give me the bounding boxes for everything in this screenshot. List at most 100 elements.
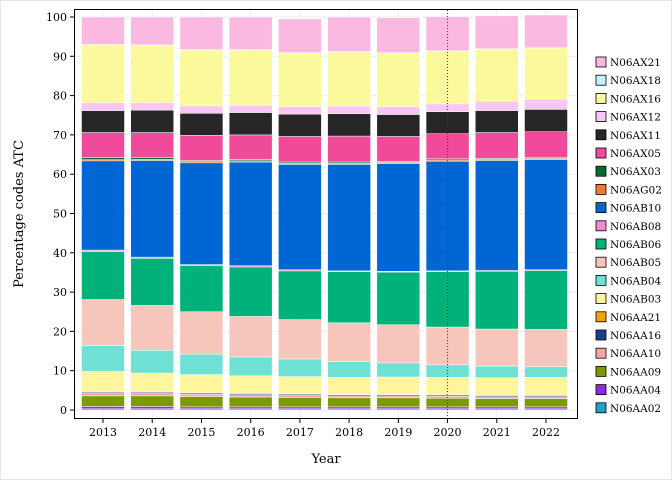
bar-segment-n06ax16-2021 xyxy=(475,48,519,102)
bar-segment-n06aa04-2014 xyxy=(130,406,174,410)
legend-swatch-n06aa21 xyxy=(595,311,607,323)
legend-swatch-n06aa09 xyxy=(595,365,607,377)
bar-segment-n06ax21-2019 xyxy=(376,17,421,54)
y-tick-label: 80 xyxy=(53,90,67,103)
bar-segment-n06ax16-2015 xyxy=(179,49,224,107)
bar-segment-n06ab06-2022 xyxy=(524,270,568,330)
bar-segment-n06aa09-2021 xyxy=(475,398,519,408)
bar-segment-n06ab04-2014 xyxy=(130,350,174,374)
bar-segment-n06ax11-2015 xyxy=(179,113,224,136)
y-tick-label: 90 xyxy=(53,50,67,63)
bar-segment-n06ab03-2022 xyxy=(524,377,568,396)
bar-segment-n06aa09-2020 xyxy=(425,397,470,408)
bar-segment-n06ax11-2017 xyxy=(278,113,322,137)
bar-segment-n06aa04-2015 xyxy=(179,406,224,410)
bar-segment-n06aa04-2022 xyxy=(524,406,568,410)
legend-label-n06ag02: N06AG02 xyxy=(610,184,662,196)
legend-swatch-n06ax16 xyxy=(595,93,607,104)
bar-segment-n06aa10-2017 xyxy=(278,395,322,398)
bar-segment-n06ab06-2018 xyxy=(327,271,371,324)
bar-segment-n06ax12-2014 xyxy=(130,102,174,111)
bar-segment-n06ab10-2016 xyxy=(228,161,273,267)
y-tick-label: 40 xyxy=(53,247,67,260)
bar-segment-n06aa09-2017 xyxy=(278,397,322,408)
bar-segment-n06ab05-2013 xyxy=(81,299,125,346)
bar-segment-n06ax05-2013 xyxy=(81,132,125,158)
bar-segment-n06ax11-2022 xyxy=(524,109,568,133)
legend-label-n06ax12: N06AX12 xyxy=(610,112,661,124)
bar-segment-n06aa04-2021 xyxy=(475,406,519,410)
legend-label-n06aa04: N06AA04 xyxy=(610,385,661,397)
legend-swatch-n06ax11 xyxy=(595,129,607,141)
legend-label-n06aa09: N06AA09 xyxy=(610,366,661,378)
bar-segment-n06ax21-2020 xyxy=(425,16,470,52)
bar-segment-n06ab10-2019 xyxy=(376,163,421,272)
legend-swatch-n06ab03 xyxy=(595,293,607,305)
bar-segment-n06aa09-2019 xyxy=(376,397,421,408)
bar-segment-n06ax16-2016 xyxy=(228,49,273,106)
bar-segment-n06ax11-2018 xyxy=(327,113,371,137)
bar-segment-n06ab04-2021 xyxy=(475,365,519,379)
bar-segment-n06ab10-2022 xyxy=(524,159,568,270)
bar-segment-n06ax12-2020 xyxy=(425,103,470,112)
bar-segment-n06ab03-2016 xyxy=(228,375,273,394)
bar-segment-n06aa09-2016 xyxy=(228,396,273,408)
legend-label-n06ax05: N06AX05 xyxy=(610,148,661,160)
y-tick-label: 30 xyxy=(53,286,67,299)
bar-segment-n06aa09-2018 xyxy=(327,397,371,408)
bar-segment-n06ab10-2017 xyxy=(278,164,322,270)
bar-segment-n06ab05-2020 xyxy=(425,326,470,366)
legend-swatch-n06ax21 xyxy=(595,56,607,68)
x-tick-label: 2020 xyxy=(434,426,462,439)
bar-segment-n06aa10-2021 xyxy=(475,396,519,399)
y-tick-label: 20 xyxy=(53,325,67,338)
legend-label-n06ab06: N06AB06 xyxy=(610,239,662,251)
bar-segment-n06aa04-2017 xyxy=(278,406,322,410)
x-tick-label: 2021 xyxy=(483,426,511,439)
bar-segment-n06aa09-2014 xyxy=(130,395,174,407)
y-tick-label: 60 xyxy=(53,168,67,181)
bar-segment-n06ax05-2017 xyxy=(278,136,322,163)
bar-segment-n06ax05-2015 xyxy=(179,135,224,161)
bar-segment-n06ab04-2016 xyxy=(228,356,273,377)
bar-segment-n06ax12-2016 xyxy=(228,104,273,113)
bar-segment-n06ax16-2022 xyxy=(524,47,568,100)
x-tick-label: 2015 xyxy=(187,426,215,439)
bar-segment-n06ab03-2018 xyxy=(327,377,371,395)
bar-segment-n06aa09-2013 xyxy=(81,395,125,407)
bar-segment-n06ax05-2019 xyxy=(376,136,421,162)
legend-swatch-n06aa16 xyxy=(595,329,607,341)
bar-segment-n06ax21-2018 xyxy=(327,16,371,52)
bar-segment-n06ab10-2018 xyxy=(327,164,371,272)
bar-segment-n06ab04-2015 xyxy=(179,353,224,375)
bar-segment-n06ax16-2014 xyxy=(130,45,174,103)
bar-segment-n06ab03-2015 xyxy=(179,374,224,393)
legend-swatch-n06ab04 xyxy=(595,274,607,286)
y-tick-label: 50 xyxy=(53,208,67,221)
x-tick-label: 2022 xyxy=(532,426,560,439)
bar-segment-n06ab05-2021 xyxy=(475,328,519,367)
bar-segment-n06ab04-2019 xyxy=(376,362,421,378)
legend-label-n06aa21: N06AA21 xyxy=(610,312,661,324)
bar-segment-n06ax05-2022 xyxy=(524,131,568,158)
bar-segment-n06ax21-2016 xyxy=(228,16,273,50)
bar-segment-n06ab10-2014 xyxy=(130,160,174,258)
bar-segment-n06ab06-2015 xyxy=(179,265,224,313)
legend-swatch-n06ax05 xyxy=(595,147,607,159)
bar-segment-n06ax12-2015 xyxy=(179,105,224,114)
legend-label-n06ax21: N06AX21 xyxy=(610,57,661,69)
bar-segment-n06ax11-2021 xyxy=(475,110,519,133)
x-tick-label: 2013 xyxy=(89,426,117,439)
legend-swatch-n06aa10 xyxy=(595,347,607,359)
bar-segment-n06ax05-2016 xyxy=(228,134,273,160)
legend-swatch-n06ab10 xyxy=(595,202,607,214)
bar-segment-n06ab06-2017 xyxy=(278,270,322,320)
legend-label-n06ab08: N06AB08 xyxy=(610,221,661,233)
bar-segment-n06ab03-2019 xyxy=(376,376,421,395)
y-tick-label: 0 xyxy=(60,404,67,417)
legend-label-n06ab10: N06AB10 xyxy=(610,203,661,215)
legend-swatch-n06ag02 xyxy=(595,183,607,195)
legend-swatch-n06ax18 xyxy=(595,74,607,86)
y-axis: 0 10 20 30 40 50 60 70 80 90 100 xyxy=(46,11,75,417)
bar-segment-n06ab06-2013 xyxy=(81,251,125,300)
